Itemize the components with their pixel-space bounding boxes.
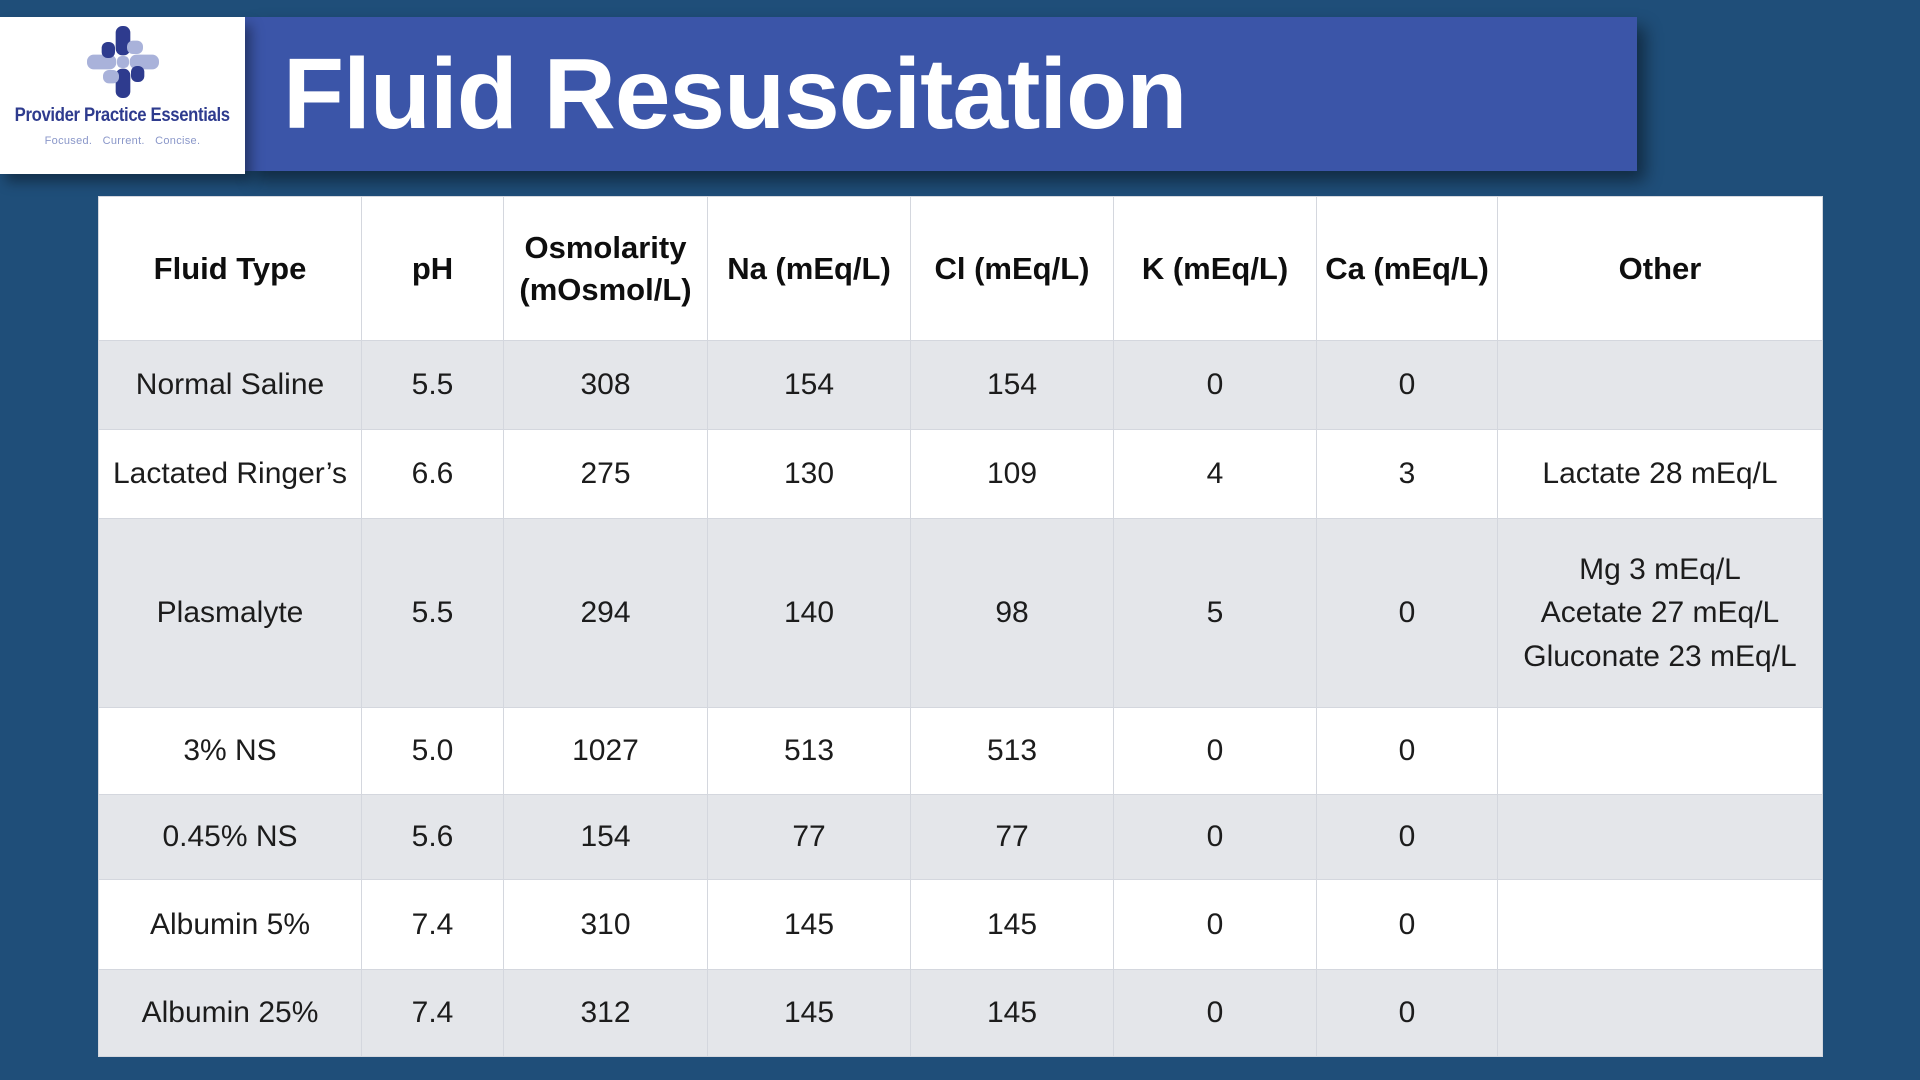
table-cell: 0: [1113, 879, 1317, 970]
column-header-ph: pH: [361, 196, 504, 341]
table-cell: 5.6: [361, 794, 504, 880]
table-cell: [1497, 794, 1823, 880]
table-cell: 0: [1113, 707, 1317, 795]
table-cell: 154: [910, 340, 1114, 430]
table-cell: 145: [707, 879, 911, 970]
table-cell: [1497, 879, 1823, 970]
table-cell: 1027: [503, 707, 708, 795]
table-cell: 154: [707, 340, 911, 430]
column-header-k: K (mEq/L): [1113, 196, 1317, 341]
table-cell: 0: [1113, 340, 1317, 430]
table-cell: 0: [1316, 518, 1498, 708]
table-cell: Albumin 25%: [98, 969, 362, 1057]
table-cell: 0: [1316, 707, 1498, 795]
table-cell: 294: [503, 518, 708, 708]
table-cell: 140: [707, 518, 911, 708]
table-cell: Albumin 5%: [98, 879, 362, 970]
table-cell: Lactate 28 mEq/L: [1497, 429, 1823, 519]
table-cell: 5.0: [361, 707, 504, 795]
table-cell: Lactated Ringer’s: [98, 429, 362, 519]
fluids-table-container: Fluid Type pH Osmolarity (mOsmol/L) Na (…: [98, 196, 1823, 1057]
table-cell: 6.6: [361, 429, 504, 519]
table-cell: 145: [910, 969, 1114, 1057]
table-cell: 0: [1113, 969, 1317, 1057]
table-cell: 130: [707, 429, 911, 519]
column-header-na: Na (mEq/L): [707, 196, 911, 341]
title-banner: Fluid Resuscitation: [245, 17, 1637, 171]
table-cell: 3: [1316, 429, 1498, 519]
table-cell: [1497, 707, 1823, 795]
table-cell: 0: [1113, 794, 1317, 880]
table-row-albumin-5: Albumin 5% 7.4 310 145 145 0 0: [98, 879, 1823, 970]
table-cell: 154: [503, 794, 708, 880]
brand-tagline: Focused. Current. Concise.: [44, 135, 201, 147]
table-cell: 98: [910, 518, 1114, 708]
fluids-table: Fluid Type pH Osmolarity (mOsmol/L) Na (…: [98, 196, 1823, 1057]
table-cell: 0.45% NS: [98, 794, 362, 880]
table-cell: 312: [503, 969, 708, 1057]
column-header-fluid-type: Fluid Type: [98, 196, 362, 341]
table-cell: 4: [1113, 429, 1317, 519]
table-cell: Plasmalyte: [98, 518, 362, 708]
table-row-lactated-ringers: Lactated Ringer’s 6.6 275 130 109 4 3 La…: [98, 429, 1823, 519]
table-cell: Normal Saline: [98, 340, 362, 430]
table-cell: 77: [707, 794, 911, 880]
column-header-ca: Ca (mEq/L): [1316, 196, 1498, 341]
table-cell: 310: [503, 879, 708, 970]
table-row-normal-saline: Normal Saline 5.5 308 154 154 0 0: [98, 340, 1823, 430]
column-header-cl: Cl (mEq/L): [910, 196, 1114, 341]
table-cell: 275: [503, 429, 708, 519]
table-cell: 3% NS: [98, 707, 362, 795]
brand-logo-box: Provider Practice Essentials Focused. Cu…: [0, 17, 245, 174]
table-cell: 308: [503, 340, 708, 430]
table-cell: 7.4: [361, 969, 504, 1057]
table-cell: 0: [1316, 879, 1498, 970]
table-cell: 513: [910, 707, 1114, 795]
table-cell: 7.4: [361, 879, 504, 970]
table-cell: 145: [910, 879, 1114, 970]
table-row-3pct-ns: 3% NS 5.0 1027 513 513 0 0: [98, 707, 1823, 795]
table-cell: Mg 3 mEq/L Acetate 27 mEq/L Gluconate 23…: [1497, 518, 1823, 708]
table-cell: [1497, 969, 1823, 1057]
table-cell: 109: [910, 429, 1114, 519]
page-title: Fluid Resuscitation: [283, 38, 1187, 150]
interlocking-cross-icon: [86, 26, 159, 98]
table-cell: 0: [1316, 794, 1498, 880]
table-cell: 77: [910, 794, 1114, 880]
brand-name: Provider Practice Essentials: [14, 105, 231, 126]
table-cell: 0: [1316, 340, 1498, 430]
table-row-albumin-25: Albumin 25% 7.4 312 145 145 0 0: [98, 969, 1823, 1057]
column-header-other: Other: [1497, 196, 1823, 341]
table-header-row: Fluid Type pH Osmolarity (mOsmol/L) Na (…: [98, 196, 1823, 341]
table-cell: 513: [707, 707, 911, 795]
table-row-plasmalyte: Plasmalyte 5.5 294 140 98 5 0 Mg 3 mEq/L…: [98, 518, 1823, 708]
table-row-045pct-ns: 0.45% NS 5.6 154 77 77 0 0: [98, 794, 1823, 880]
table-cell: 5.5: [361, 518, 504, 708]
table-cell: [1497, 340, 1823, 430]
table-cell: 0: [1316, 969, 1498, 1057]
table-cell: 145: [707, 969, 911, 1057]
table-cell: 5.5: [361, 340, 504, 430]
column-header-osmolarity: Osmolarity (mOsmol/L): [503, 196, 708, 341]
table-cell: 5: [1113, 518, 1317, 708]
